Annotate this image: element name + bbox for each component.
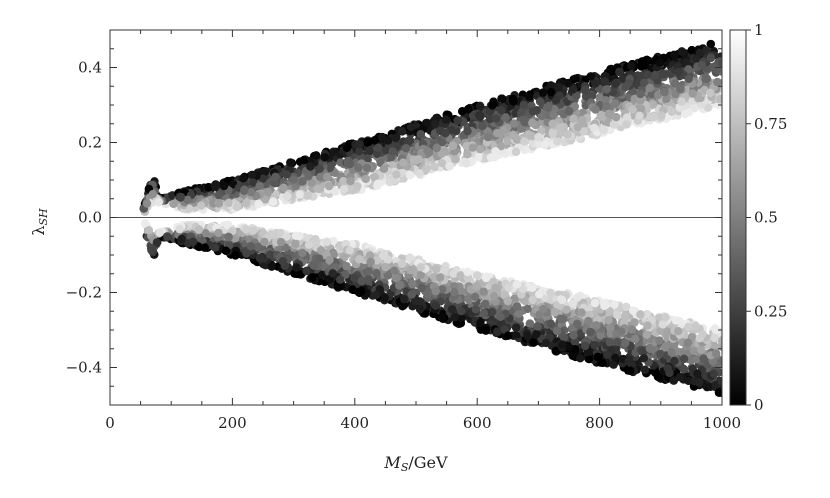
data-point xyxy=(584,354,594,364)
data-point xyxy=(703,103,713,112)
data-point xyxy=(655,313,664,322)
data-point xyxy=(560,138,569,147)
data-point xyxy=(141,219,150,228)
data-point xyxy=(706,39,715,49)
data-points xyxy=(139,39,722,397)
data-point xyxy=(475,101,485,111)
